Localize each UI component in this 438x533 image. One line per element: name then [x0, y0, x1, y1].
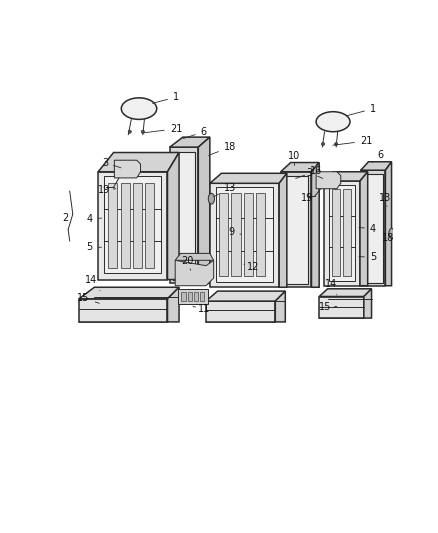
- Text: 2: 2: [62, 213, 68, 223]
- Polygon shape: [311, 163, 319, 287]
- Text: 5: 5: [87, 243, 102, 252]
- Text: 15: 15: [78, 293, 99, 303]
- Polygon shape: [231, 193, 240, 276]
- Polygon shape: [79, 310, 179, 322]
- Text: 14: 14: [325, 279, 338, 295]
- Polygon shape: [219, 193, 228, 276]
- Polygon shape: [206, 301, 276, 322]
- Ellipse shape: [208, 193, 215, 204]
- Polygon shape: [187, 292, 192, 301]
- Polygon shape: [316, 172, 341, 189]
- Text: 20: 20: [181, 256, 194, 270]
- Text: 18: 18: [208, 142, 236, 155]
- Polygon shape: [284, 175, 308, 284]
- Polygon shape: [173, 152, 195, 280]
- Polygon shape: [329, 185, 355, 281]
- Polygon shape: [79, 287, 179, 299]
- Text: 19: 19: [98, 185, 116, 195]
- Polygon shape: [324, 181, 360, 286]
- Polygon shape: [361, 170, 385, 286]
- Text: 1: 1: [152, 92, 179, 103]
- Polygon shape: [194, 292, 198, 301]
- Text: 5: 5: [359, 252, 376, 262]
- Polygon shape: [216, 187, 273, 282]
- Text: 15: 15: [319, 302, 337, 312]
- Polygon shape: [170, 147, 198, 284]
- Polygon shape: [281, 172, 311, 287]
- Text: 9: 9: [228, 227, 241, 237]
- Polygon shape: [364, 289, 371, 318]
- Text: 11: 11: [193, 304, 211, 314]
- Polygon shape: [343, 189, 351, 276]
- Text: 3: 3: [102, 158, 121, 168]
- Ellipse shape: [121, 98, 157, 119]
- Polygon shape: [363, 174, 383, 282]
- Ellipse shape: [335, 142, 338, 146]
- Polygon shape: [133, 183, 142, 268]
- Polygon shape: [244, 193, 253, 276]
- Polygon shape: [181, 292, 186, 301]
- Polygon shape: [145, 183, 155, 268]
- Text: 4: 4: [87, 214, 102, 224]
- Polygon shape: [98, 172, 167, 280]
- Polygon shape: [210, 183, 279, 287]
- Polygon shape: [324, 172, 367, 181]
- Text: 6: 6: [372, 150, 384, 162]
- Polygon shape: [167, 287, 179, 322]
- Polygon shape: [210, 173, 287, 183]
- Polygon shape: [175, 253, 214, 260]
- Text: 1: 1: [347, 104, 376, 116]
- Polygon shape: [319, 296, 364, 318]
- Polygon shape: [281, 163, 319, 172]
- Polygon shape: [177, 289, 208, 304]
- Polygon shape: [206, 310, 285, 322]
- Polygon shape: [104, 175, 161, 273]
- Text: 4: 4: [359, 224, 376, 234]
- Polygon shape: [279, 173, 287, 287]
- Polygon shape: [319, 309, 371, 318]
- Ellipse shape: [316, 112, 350, 132]
- Polygon shape: [256, 193, 265, 276]
- Polygon shape: [200, 292, 205, 301]
- Polygon shape: [114, 160, 141, 178]
- Polygon shape: [108, 183, 117, 268]
- Text: 6: 6: [183, 127, 207, 139]
- Ellipse shape: [321, 142, 325, 146]
- Polygon shape: [198, 137, 210, 284]
- Text: 3: 3: [306, 167, 323, 179]
- Polygon shape: [360, 172, 367, 286]
- Polygon shape: [276, 291, 285, 322]
- Text: 21: 21: [333, 136, 372, 146]
- Polygon shape: [175, 260, 214, 286]
- Text: 10: 10: [288, 151, 300, 166]
- Polygon shape: [361, 161, 392, 170]
- Ellipse shape: [389, 228, 394, 238]
- Text: 14: 14: [85, 276, 100, 290]
- Text: 12: 12: [244, 262, 259, 272]
- Text: 13: 13: [214, 183, 236, 197]
- Text: 21: 21: [143, 124, 182, 134]
- Text: 19: 19: [301, 193, 313, 203]
- Polygon shape: [319, 289, 371, 296]
- Polygon shape: [385, 161, 392, 286]
- Text: 18: 18: [382, 233, 395, 243]
- Polygon shape: [79, 299, 167, 322]
- Ellipse shape: [128, 130, 131, 133]
- Text: 16: 16: [296, 166, 322, 179]
- Text: 13: 13: [379, 193, 392, 206]
- Polygon shape: [167, 152, 179, 280]
- Polygon shape: [120, 183, 130, 268]
- Polygon shape: [170, 137, 210, 147]
- Polygon shape: [98, 152, 179, 172]
- Ellipse shape: [141, 130, 145, 133]
- Polygon shape: [206, 291, 285, 301]
- Polygon shape: [332, 189, 340, 276]
